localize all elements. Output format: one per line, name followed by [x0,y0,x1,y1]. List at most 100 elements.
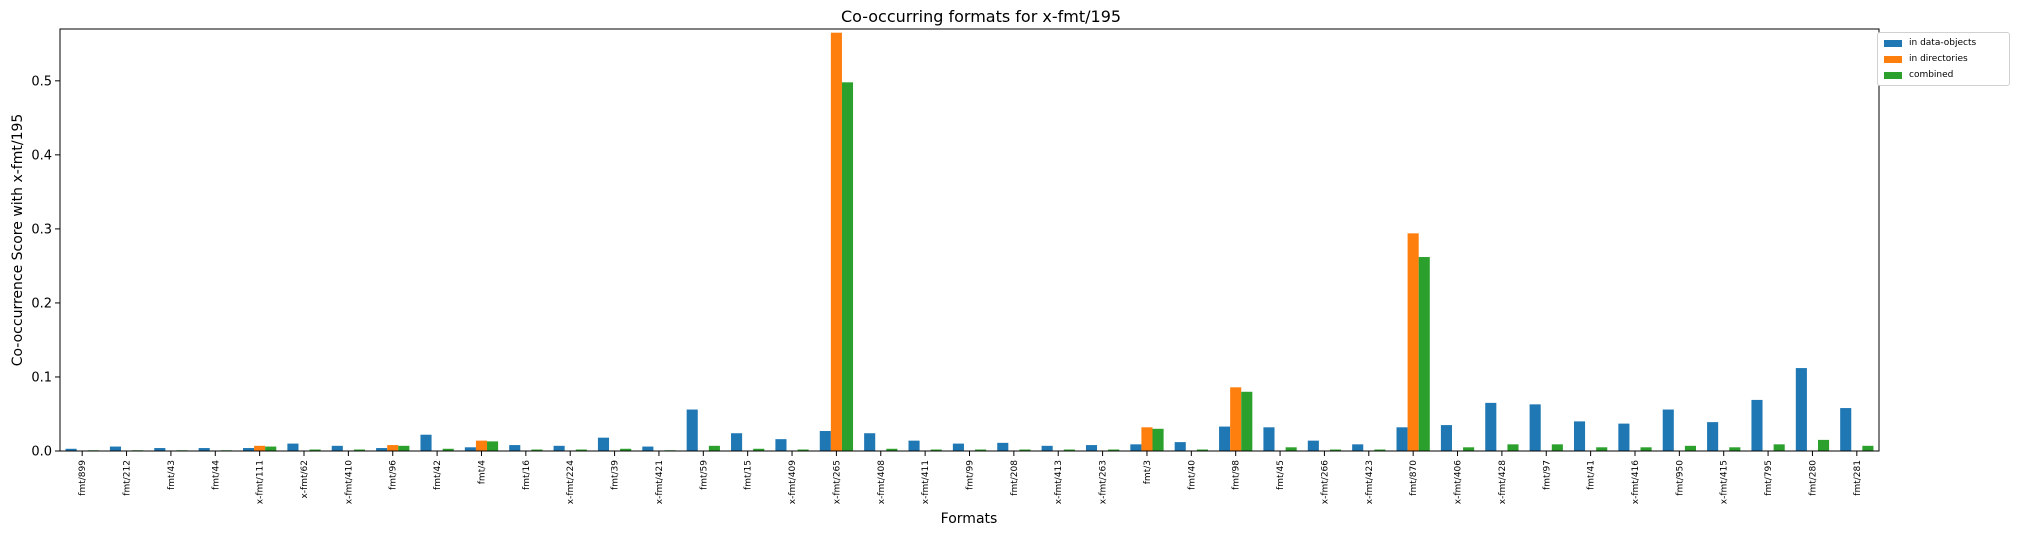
x-tick-label: fmt/43 [167,460,177,490]
bar-fmt-950-series-2 [1684,445,1696,451]
bar-x-fmt-428-series-0 [1485,402,1497,451]
x-tick-label: fmt/40 [1187,460,1197,490]
bar-fmt-950-series-0 [1662,409,1674,451]
x-tick-label: x-fmt/265 [832,460,842,504]
x-tick-label: x-fmt/266 [1320,460,1330,505]
bar-fmt-280-series-0 [1795,368,1807,451]
bar-fmt-16-series-0 [509,445,521,451]
x-tick-label: fmt/3 [1143,460,1153,484]
bar-fmt-4-series-2 [487,441,499,451]
x-tick-label: x-fmt/423 [1365,460,1375,504]
bar-fmt-3-series-0 [1130,444,1142,451]
legend-item-directories: in directories [1884,53,1968,65]
bar-fmt-281-series-2 [1862,445,1874,451]
plot-frame [59,28,1880,452]
bar-x-fmt-411-series-0 [908,440,920,451]
bar-x-fmt-265-series-0 [819,431,831,451]
bar-x-fmt-416-series-2 [1640,447,1652,451]
bar-fmt-41-series-0 [1573,421,1586,451]
legend-label-data-objects: in data-objects [1909,38,1977,48]
bar-x-fmt-416-series-0 [1618,423,1630,451]
bar-fmt-870-series-0 [1396,427,1408,451]
bar-fmt-43-series-0 [154,448,166,451]
bar-x-fmt-263-series-2 [1108,449,1120,451]
bar-fmt-97-series-0 [1529,404,1541,451]
bar-x-fmt-224-series-2 [575,449,587,451]
bar-fmt-96-series-0 [376,448,388,451]
x-tick-label: fmt/44 [211,460,221,490]
x-tick-label: x-fmt/111 [256,460,266,504]
y-axis: 0.0 0.1 0.2 0.3 0.4 0.5 [31,74,60,460]
bar-fmt-899-series-0 [65,448,77,451]
bar-fmt-3-series-2 [1152,428,1164,451]
x-tick-label: fmt/15 [744,460,754,490]
chart-title: Co-occurring formats for x-fmt/195 [841,7,1121,26]
x-tick-label: fmt/16 [522,460,532,490]
bar-x-fmt-409-series-2 [797,449,809,451]
x-tick-label: fmt/795 [1764,460,1774,496]
bar-x-fmt-266-series-0 [1307,440,1319,451]
x-tick-label: x-fmt/411 [921,460,931,504]
x-tick-label: x-fmt/421 [655,460,665,504]
bar-fmt-45-series-0 [1263,427,1275,451]
bar-fmt-99-series-2 [975,449,987,451]
x-tick-label: fmt/281 [1853,460,1863,496]
bar-fmt-99-series-0 [952,443,964,451]
y-tick-label: 0.0 [31,445,52,460]
bar-x-fmt-415-series-2 [1729,447,1741,451]
legend-label-combined: combined [1909,70,1954,80]
bar-x-fmt-415-series-0 [1707,422,1719,451]
bar-fmt-870-series-1 [1407,233,1419,451]
legend: in data-objects in directories combined [1877,32,2010,86]
bar-fmt-4-series-0 [464,447,476,451]
legend-item-data-objects: in data-objects [1884,37,1976,49]
y-tick-label: 0.2 [31,296,52,311]
bar-fmt-59-series-0 [686,409,698,451]
x-tick-label: x-fmt/409 [788,460,798,505]
legend-item-combined: combined [1884,69,1953,81]
bar-x-fmt-423-series-0 [1352,444,1364,451]
bar-fmt-281-series-0 [1840,408,1852,451]
bar-x-fmt-406-series-0 [1440,425,1452,451]
bar-fmt-3-series-1 [1141,427,1153,451]
bar-fmt-208-series-0 [997,442,1009,451]
legend-swatch-directories [1884,55,1902,63]
x-tick-label: fmt/899 [78,460,88,496]
bar-fmt-208-series-2 [1019,449,1031,451]
bar-fmt-97-series-2 [1551,444,1563,451]
x-tick-label: fmt/45 [1276,460,1286,490]
legend-label-directories: in directories [1909,54,1968,64]
x-tick-label: x-fmt/428 [1498,460,1508,505]
bar-fmt-212-series-0 [109,446,121,451]
x-tick-label: x-fmt/62 [300,460,310,499]
bar-fmt-45-series-2 [1285,447,1297,451]
bar-fmt-98-series-2 [1241,391,1253,451]
bar-fmt-870-series-2 [1418,257,1430,451]
x-tick-label: fmt/870 [1409,460,1419,496]
x-tick-label: fmt/99 [966,460,976,490]
bar-fmt-39-series-2 [620,448,632,451]
legend-swatch-combined [1884,71,1902,79]
bar-x-fmt-413-series-0 [1041,445,1053,451]
bar-x-fmt-62-series-0 [287,443,299,451]
bar-fmt-59-series-2 [708,445,720,451]
y-tick-label: 0.3 [31,222,52,237]
x-tick-label: x-fmt/410 [344,460,354,505]
x-tick-label: x-fmt/224 [566,460,576,505]
bar-fmt-16-series-2 [531,449,543,451]
bar-x-fmt-421-series-0 [642,446,654,451]
bar-fmt-98-series-1 [1230,387,1242,451]
x-tick-label: fmt/41 [1587,460,1597,490]
bar-x-fmt-428-series-2 [1507,444,1519,451]
bar-fmt-15-series-2 [753,448,765,451]
x-tick-label: fmt/39 [611,460,621,490]
x-tick-label: fmt/280 [1808,460,1818,496]
y-tick-label: 0.5 [31,74,52,89]
bars-group [65,32,1874,451]
bar-x-fmt-408-series-2 [886,448,898,451]
bar-x-fmt-111-series-0 [243,448,255,451]
x-tick-label: x-fmt/413 [1054,460,1064,504]
bar-x-fmt-406-series-2 [1463,447,1475,451]
bar-x-fmt-265-series-2 [841,82,854,451]
